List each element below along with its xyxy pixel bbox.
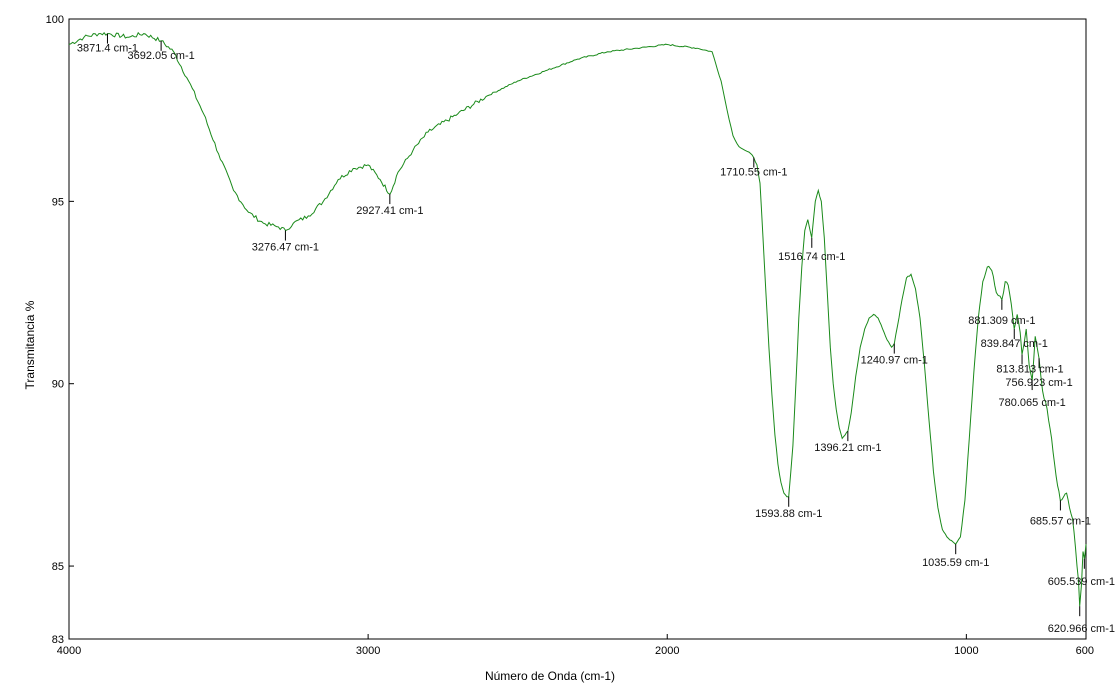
peak-label: 605.539 cm-1 xyxy=(1048,576,1115,588)
y-axis-title: Transmitancia % xyxy=(23,300,37,389)
peak-label: 2927.41 cm-1 xyxy=(356,205,423,217)
peak-label: 1710.55 cm-1 xyxy=(720,167,787,179)
y-tick-label: 95 xyxy=(52,196,64,208)
peak-label: 881.309 cm-1 xyxy=(968,315,1035,327)
peak-label: 1035.59 cm-1 xyxy=(922,557,989,569)
peak-label: 1396.21 cm-1 xyxy=(814,442,881,454)
peak-label: 780.065 cm-1 xyxy=(999,397,1066,409)
plot-frame xyxy=(68,18,1087,640)
x-tick-label: 2000 xyxy=(655,645,679,657)
peak-label: 756.923 cm-1 xyxy=(1005,377,1072,389)
y-tick-label: 90 xyxy=(52,379,64,391)
peak-label: 1593.88 cm-1 xyxy=(755,508,822,520)
peak-label: 839.847 cm-1 xyxy=(981,338,1048,350)
peak-label: 1516.74 cm-1 xyxy=(778,251,845,263)
peak-label: 3871.4 cm-1 xyxy=(77,43,138,55)
x-axis-title: Número de Onda (cm-1) xyxy=(485,669,615,683)
peak-label: 685.57 cm-1 xyxy=(1030,515,1091,527)
peak-label: 813.813 cm-1 xyxy=(996,364,1063,376)
transmittance-series-line xyxy=(68,31,1087,607)
y-tick-label: 100 xyxy=(46,14,64,26)
x-tick-label: 3000 xyxy=(356,645,380,657)
x-axis: 4000 3000 2000 1000 600 xyxy=(57,634,1094,657)
peak-label: 3692.05 cm-1 xyxy=(127,50,194,62)
peak-label: 1240.97 cm-1 xyxy=(861,355,928,367)
y-axis: 100 95 90 85 83 xyxy=(46,14,74,646)
y-tick-label: 83 xyxy=(52,634,64,646)
y-tick-label: 85 xyxy=(52,561,64,573)
x-tick-label: 600 xyxy=(1076,645,1094,657)
x-tick-label: 1000 xyxy=(954,645,978,657)
x-tick-label: 4000 xyxy=(57,645,81,657)
peak-label: 3276.47 cm-1 xyxy=(252,242,319,254)
peak-label: 620.966 cm-1 xyxy=(1048,623,1115,635)
